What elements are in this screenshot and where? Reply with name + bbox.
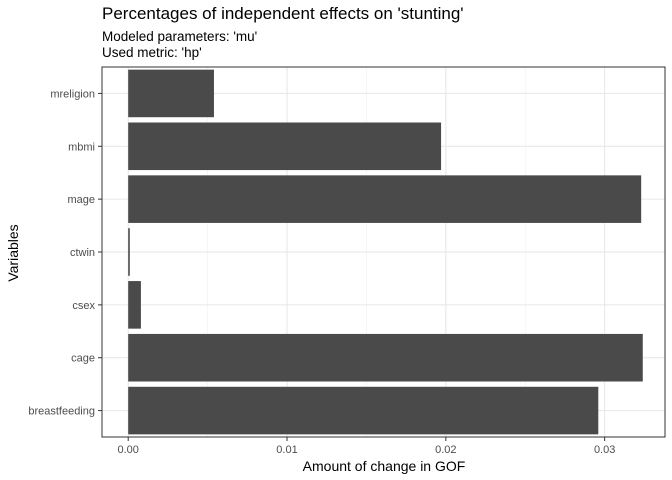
- x-axis-label: Amount of change in GOF: [303, 458, 466, 474]
- bar-ctwin: [128, 228, 130, 276]
- bar-csex: [128, 281, 141, 329]
- x-axis-ticks: 0.00 0.01 0.02 0.03: [117, 437, 615, 456]
- y-axis-ticks: breastfeeding cage csex ctwin mage mbmi mrelig…: [28, 88, 102, 418]
- bar-mbmi: [128, 122, 442, 171]
- chart-subtitle-line-2: Used metric: 'hp': [102, 45, 202, 60]
- y-tick-label: ctwin: [70, 247, 95, 259]
- bar-mage: [128, 175, 642, 223]
- bar-mreligion: [128, 69, 214, 118]
- x-tick-label: 0.01: [276, 444, 297, 456]
- y-tick-label: breastfeeding: [28, 406, 95, 418]
- y-axis-label: Variables: [5, 224, 21, 281]
- y-tick-label: cage: [71, 353, 95, 365]
- y-tick-label: mreligion: [50, 88, 95, 100]
- x-tick-label: 0.00: [117, 444, 138, 456]
- x-tick-label: 0.02: [435, 444, 456, 456]
- bars: [128, 69, 643, 435]
- y-tick-label: mage: [67, 194, 95, 206]
- chart-subtitle-line-1: Modeled parameters: 'mu': [102, 29, 258, 44]
- y-tick-label: csex: [72, 300, 95, 312]
- bar-breastfeeding: [128, 386, 599, 435]
- x-tick-label: 0.03: [594, 444, 615, 456]
- bar-cage: [128, 333, 643, 382]
- chart-title: Percentages of independent effects on 's…: [102, 4, 464, 23]
- y-tick-label: mbmi: [68, 141, 95, 153]
